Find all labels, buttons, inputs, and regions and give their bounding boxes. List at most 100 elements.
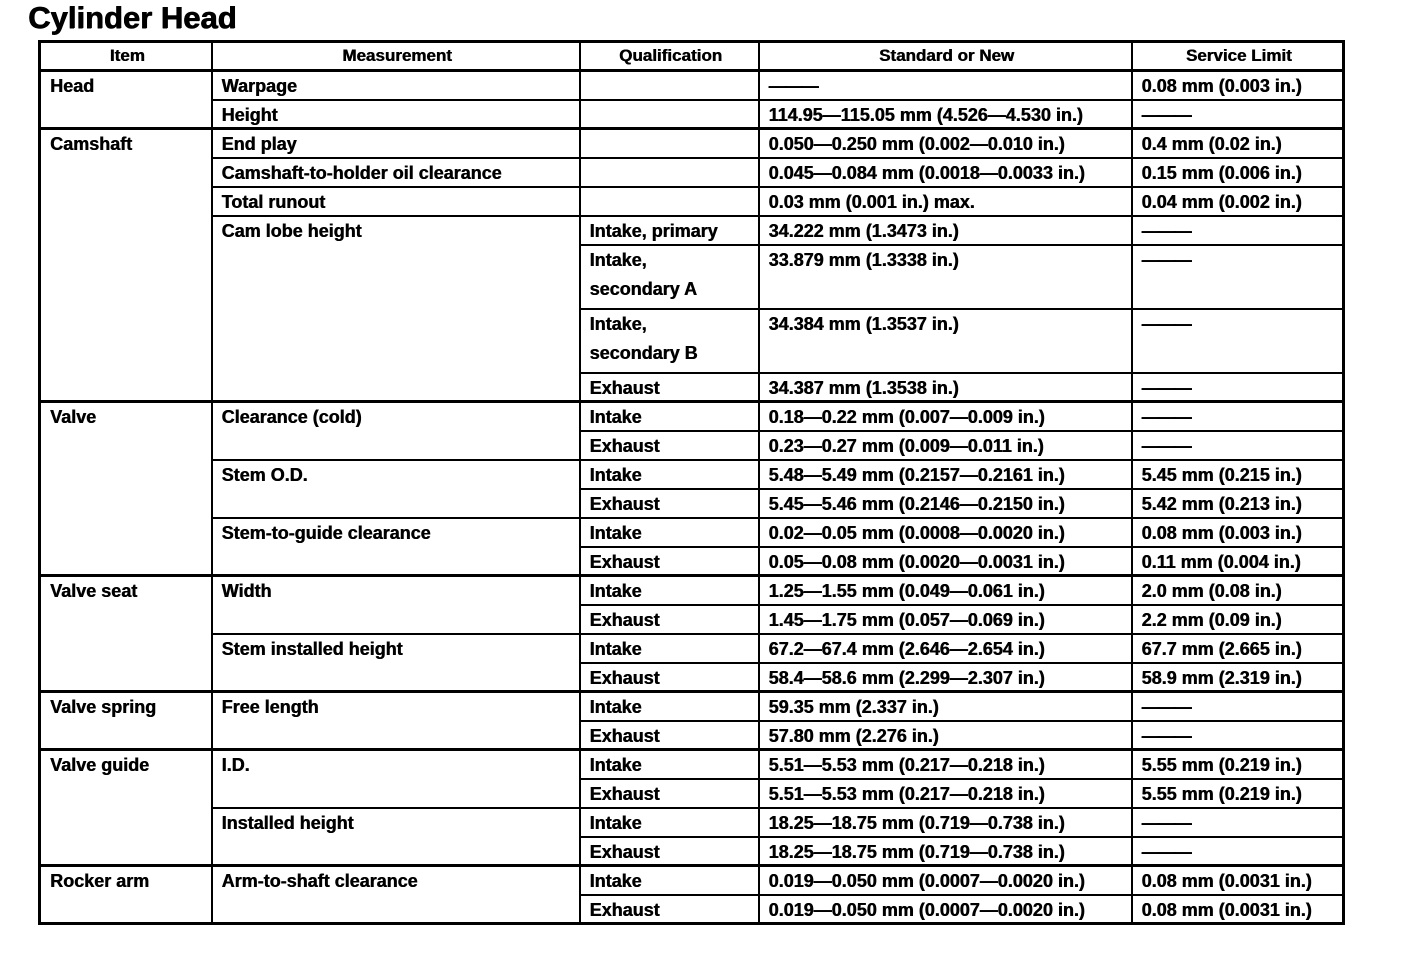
cell-standard: 5.51—5.53 mm (0.217—0.218 in.)	[757, 777, 1133, 809]
cell-service-limit: ———	[1130, 307, 1345, 374]
cell-standard: 33.879 mm (1.3338 in.)	[757, 243, 1133, 310]
cell-service-limit: 2.0 mm (0.08 in.)	[1130, 574, 1345, 606]
table-row: Stem O.D. Intake 5.48—5.49 mm (0.2157—0.…	[40, 458, 1345, 519]
cell-standard: 114.95—115.05 mm (4.526—4.530 in.)	[757, 98, 1133, 130]
cell-standard: 0.045—0.084 mm (0.0018—0.0033 in.)	[757, 156, 1133, 188]
cell-qualification: Intake	[578, 516, 760, 548]
cell-qualification: Exhaust	[578, 893, 760, 925]
cell-measurement: Warpage	[210, 69, 581, 101]
cell-measurement: Total runout	[210, 185, 581, 217]
cell-qualification: Intake	[578, 806, 760, 838]
cell-service-limit: 5.55 mm (0.219 in.)	[1130, 748, 1345, 780]
cell-qualification: Exhaust	[578, 371, 760, 403]
cell-qualification	[578, 69, 760, 101]
cell-measurement: Installed height	[210, 806, 581, 867]
cell-qualification: Exhaust	[578, 835, 760, 867]
table-row: Stem installed height Intake 67.2—67.4 m…	[40, 632, 1345, 693]
table-row: Valve seat Width Intake 1.25—1.55 mm (0.…	[38, 574, 1345, 693]
table-row: Intake, secondary B 34.384 mm (1.3537 in.…	[40, 307, 1345, 374]
cell-qualification: Intake	[578, 458, 760, 490]
cell-qualification: Exhaust	[578, 661, 760, 693]
table-row: Exhaust 58.4—58.6 mm (2.299—2.307 in.) 5…	[40, 661, 1345, 693]
cell-qualification: Intake	[578, 690, 760, 722]
cell-service-limit: 0.08 mm (0.0031 in.)	[1130, 893, 1345, 925]
table-row: Exhaust 57.80 mm (2.276 in.) ———	[40, 719, 1345, 751]
table-row: Exhaust 0.23—0.27 mm (0.009—0.011 in.) —…	[40, 429, 1345, 461]
cell-service-limit: 0.08 mm (0.0031 in.)	[1130, 864, 1345, 896]
cell-standard: 67.2—67.4 mm (2.646—2.654 in.)	[757, 632, 1133, 664]
qualification-line: Intake,	[589, 313, 647, 334]
table-row: Exhaust 34.387 mm (1.3538 in.) ———	[40, 371, 1345, 403]
cell-item: Valve seat	[38, 574, 213, 693]
col-header-service-limit: Service Limit	[1130, 40, 1345, 72]
cell-qualification: Intake, secondary A	[578, 243, 760, 310]
cell-qualification: Intake	[578, 400, 760, 432]
cell-standard: 1.25—1.55 mm (0.049—0.061 in.)	[757, 574, 1133, 606]
cell-standard: 0.03 mm (0.001 in.) max.	[757, 185, 1133, 217]
cell-measurement: Height	[210, 98, 581, 130]
cell-service-limit: 0.15 mm (0.006 in.)	[1130, 156, 1345, 188]
table-row: Exhaust 18.25—18.75 mm (0.719—0.738 in.)…	[40, 835, 1345, 867]
cell-standard: 0.019—0.050 mm (0.0007—0.0020 in.)	[757, 893, 1133, 925]
cell-standard: 5.51—5.53 mm (0.217—0.218 in.)	[757, 748, 1133, 780]
cell-qualification	[578, 185, 760, 217]
cell-service-limit: ———	[1130, 835, 1345, 867]
cell-item: Valve	[38, 400, 213, 577]
cell-measurement: Clearance (cold)	[210, 400, 581, 461]
cell-standard: 34.384 mm (1.3537 in.)	[757, 307, 1133, 374]
col-header-item: Item	[38, 40, 213, 72]
table-row: Rocker arm Arm-to-shaft clearance Intake…	[38, 864, 1345, 925]
cell-standard: 0.05—0.08 mm (0.0020—0.0031 in.)	[757, 545, 1133, 577]
cell-qualification	[578, 127, 760, 159]
table-row: Valve guide I.D. Intake 5.51—5.53 mm (0.…	[38, 748, 1345, 867]
cell-standard: 0.050—0.250 mm (0.002—0.010 in.)	[757, 127, 1133, 159]
cell-measurement: Cam lobe height	[210, 214, 581, 403]
cell-standard: 58.4—58.6 mm (2.299—2.307 in.)	[757, 661, 1133, 693]
cell-standard: 5.45—5.46 mm (0.2146—0.2150 in.)	[757, 487, 1133, 519]
qualification-line: secondary B	[589, 342, 698, 363]
cell-qualification: Intake	[578, 574, 760, 606]
col-header-measurement: Measurement	[210, 40, 581, 72]
table-row: Valve spring Free length Intake 59.35 mm…	[38, 690, 1345, 751]
cell-measurement: I.D.	[210, 748, 581, 809]
cell-standard: 18.25—18.75 mm (0.719—0.738 in.)	[757, 835, 1133, 867]
table-row: Installed height Intake 18.25—18.75 mm (…	[40, 806, 1345, 867]
cell-standard: 5.48—5.49 mm (0.2157—0.2161 in.)	[757, 458, 1133, 490]
cell-service-limit: 5.42 mm (0.213 in.)	[1130, 487, 1345, 519]
cell-qualification: Exhaust	[578, 429, 760, 461]
cell-qualification: Exhaust	[578, 777, 760, 809]
cell-service-limit: ———	[1130, 98, 1345, 130]
cell-service-limit: ———	[1130, 429, 1345, 461]
table-row: Total runout 0.03 mm (0.001 in.) max. 0.…	[40, 185, 1345, 217]
table-row: Exhaust 1.45—1.75 mm (0.057—0.069 in.) 2…	[40, 603, 1345, 635]
cell-item: Camshaft	[38, 127, 213, 403]
cell-service-limit: ———	[1130, 400, 1345, 432]
cell-service-limit: 0.11 mm (0.004 in.)	[1130, 545, 1345, 577]
cell-measurement: Width	[210, 574, 581, 635]
table-row: Exhaust 0.019—0.050 mm (0.0007—0.0020 in…	[40, 893, 1345, 925]
cell-service-limit: 5.55 mm (0.219 in.)	[1130, 777, 1345, 809]
cell-standard: 34.387 mm (1.3538 in.)	[757, 371, 1133, 403]
cell-service-limit: 0.08 mm (0.003 in.)	[1130, 69, 1345, 101]
table-row: Cam lobe height Intake, primary 34.222 m…	[40, 214, 1345, 403]
table-row: Exhaust 5.45—5.46 mm (0.2146—0.2150 in.)…	[40, 487, 1345, 519]
table-row: Valve Clearance (cold) Intake 0.18—0.22 …	[38, 400, 1345, 577]
cell-service-limit: 67.7 mm (2.665 in.)	[1130, 632, 1345, 664]
cell-service-limit: ———	[1130, 371, 1345, 403]
table-row: Intake, secondary A 33.879 mm (1.3338 in.…	[40, 243, 1345, 310]
table-row: Camshaft End play 0.050—0.250 mm (0.002—…	[38, 127, 1345, 403]
cell-service-limit: 2.2 mm (0.09 in.)	[1130, 603, 1345, 635]
cell-service-limit: ———	[1130, 806, 1345, 838]
cell-qualification: Intake	[578, 632, 760, 664]
cell-qualification: Exhaust	[578, 487, 760, 519]
header-row: Item Measurement Qualification Standard …	[38, 40, 1345, 72]
cell-item: Valve guide	[38, 748, 213, 867]
cell-service-limit: ———	[1130, 719, 1345, 751]
cell-qualification: Intake	[578, 864, 760, 896]
cell-measurement: Stem-to-guide clearance	[210, 516, 581, 577]
cell-measurement: Arm-to-shaft clearance	[210, 864, 581, 925]
cell-standard: 0.02—0.05 mm (0.0008—0.0020 in.)	[757, 516, 1133, 548]
cell-service-limit: ———	[1130, 243, 1345, 310]
cell-standard: 0.23—0.27 mm (0.009—0.011 in.)	[757, 429, 1133, 461]
